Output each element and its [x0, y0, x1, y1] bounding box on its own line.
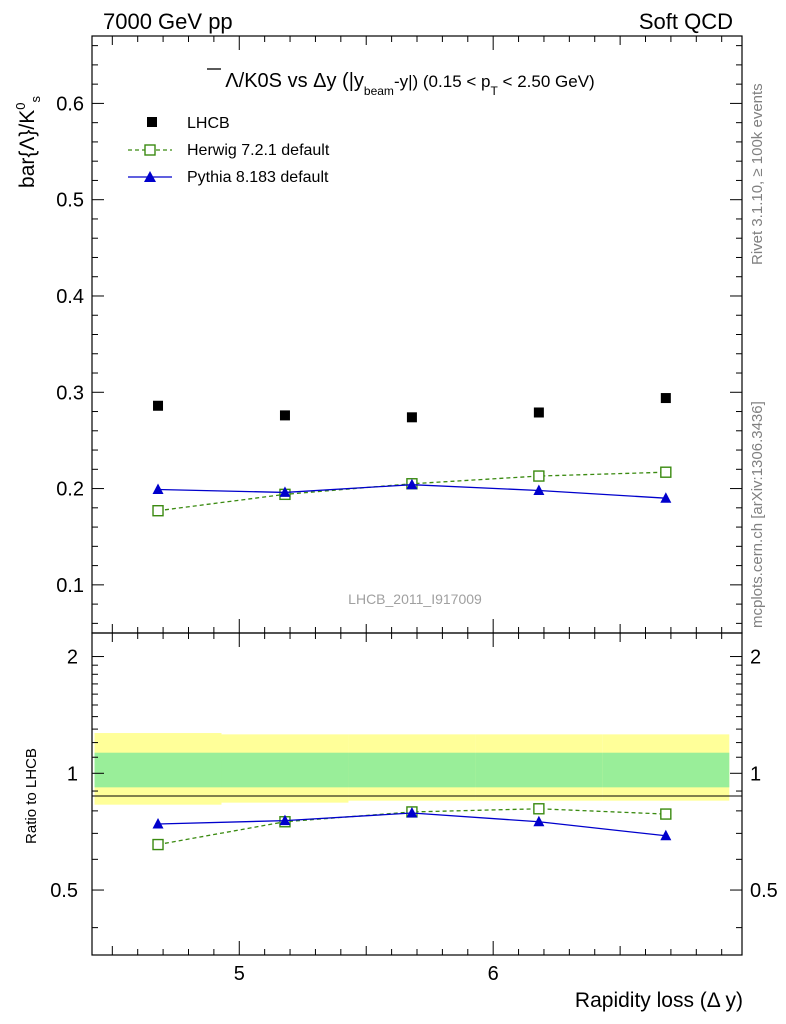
- main-point-lhcb: [533, 407, 544, 418]
- title-lambda-bar: Λ: [225, 70, 239, 92]
- main-point-herwig: [660, 466, 672, 478]
- main-y-label-text: bar{Λ}/K: [16, 110, 39, 188]
- legend-label-pythia: Pythia 8.183 default: [187, 169, 329, 186]
- ratio-y-tick-label: 2: [67, 647, 78, 669]
- legend-marker-lhcb: [147, 117, 157, 127]
- main-data-series: [152, 393, 672, 517]
- ratio-point-herwig: [152, 838, 164, 851]
- title-sub-beam: beam: [364, 84, 394, 98]
- ratio-y-tick-label-right: 1: [750, 763, 761, 785]
- main-point-pythia: [279, 486, 291, 497]
- legend-marker-herwig: [144, 144, 156, 156]
- ratio-point-herwig: [533, 803, 545, 815]
- ratio-data-series: [152, 803, 672, 851]
- main-y-tick-label: 0.4: [56, 286, 84, 308]
- stat-uncertainty-band: [348, 752, 476, 788]
- rivet-version-label: Rivet 3.1.10, ≥ 100k events: [749, 83, 766, 265]
- main-plot-panel: 0.1 0.2 0.3 0.4 0.5 0.6 Λ/K0S vs Δy (|ybeam-y…: [13, 35, 743, 634]
- legend-marker-pythia: [144, 171, 156, 182]
- main-point-pythia: [533, 484, 545, 495]
- plot-title: Λ/K0S vs Δy (|ybeam-y|) (0.15 < pT < 2.5…: [225, 70, 594, 98]
- main-y-ticks: 0.1 0.2 0.3 0.4 0.5 0.6: [56, 45, 742, 624]
- stat-uncertainty-band: [602, 752, 730, 788]
- energy-label: 7000 GeV pp: [103, 9, 233, 34]
- title-part-3: < 2.50 GeV): [498, 72, 595, 91]
- ratio-y-ticks: 0.5 0.5 1 1 2 2: [50, 647, 778, 929]
- stat-uncertainty-band: [221, 752, 349, 788]
- main-y-tick-label: 0.5: [56, 190, 84, 212]
- category-label: Soft QCD: [639, 9, 733, 34]
- main-point-pythia: [152, 483, 164, 495]
- ratio-line-herwig: [157, 808, 666, 846]
- legend-label-lhcb: LHCB: [187, 115, 230, 132]
- title-part-2: -y|) (0.15 < p: [394, 72, 491, 91]
- main-point-herwig: [152, 505, 164, 517]
- ratio-y-tick-label-right: 0.5: [750, 880, 778, 902]
- title-sub-t: T: [490, 84, 498, 98]
- x-tick-label: 6: [488, 963, 499, 985]
- stat-uncertainty-band: [94, 752, 222, 788]
- main-point-lhcb: [279, 410, 290, 421]
- ratio-point-pythia: [660, 829, 672, 841]
- main-y-tick-label: 0.3: [56, 382, 84, 404]
- ratio-y-axis-label: Ratio to LHCB: [23, 748, 40, 844]
- ratio-y-tick-label: 1: [67, 763, 78, 785]
- title-part-1: /K0S vs Δy (|y: [239, 70, 364, 92]
- ratio-uncertainty-bands: [94, 733, 730, 805]
- main-y-tick-label: 0.6: [56, 93, 84, 115]
- main-point-lhcb: [153, 400, 164, 411]
- ratio-y-tick-label-right: 2: [750, 647, 761, 669]
- legend-label-herwig: Herwig 7.2.1 default: [187, 142, 330, 159]
- main-x-ticks: [111, 36, 723, 633]
- ratio-point-pythia: [533, 815, 545, 827]
- main-point-lhcb: [406, 412, 417, 423]
- ratio-y-tick-label: 0.5: [50, 880, 78, 902]
- ratio-point-herwig: [660, 808, 672, 820]
- main-point-pythia: [406, 478, 418, 490]
- x-axis-label: Rapidity loss (Δ y): [575, 989, 743, 1012]
- main-y-tick-label: 0.1: [56, 575, 84, 597]
- ratio-point-pythia: [406, 806, 418, 818]
- main-point-pythia: [660, 492, 672, 503]
- ratio-point-pythia: [279, 814, 291, 826]
- main-y-tick-label: 0.2: [56, 479, 84, 501]
- source-label: mcplots.cern.ch [arXiv:1306.3436]: [749, 401, 766, 628]
- main-y-label-sup: 0: [13, 103, 28, 110]
- main-point-lhcb: [660, 393, 671, 404]
- stat-uncertainty-band: [475, 752, 603, 788]
- x-tick-label: 5: [234, 963, 245, 985]
- ratio-point-pythia: [152, 818, 164, 829]
- legend: LHCB Herwig 7.2.1 default Pythia 8.183 d…: [128, 115, 330, 186]
- main-y-axis-label: bar{Λ}/K0s: [13, 96, 43, 188]
- analysis-watermark: LHCB_2011_I917009: [348, 591, 482, 607]
- main-point-herwig: [533, 470, 545, 482]
- main-y-label-sub: s: [28, 96, 43, 103]
